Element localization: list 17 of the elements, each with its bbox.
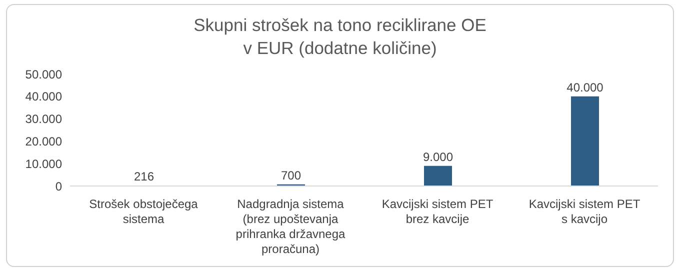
y-tick-label: 0 — [55, 179, 62, 194]
x-tick-label: Kavcijski sistem PET brez kavcije — [382, 197, 494, 226]
y-tick-label: 40.000 — [25, 90, 62, 104]
x-tick-label: Kavcijski sistem PET s kavcijo — [528, 197, 641, 226]
bar — [571, 96, 599, 186]
data-label: 40.000 — [566, 80, 604, 94]
bar — [424, 166, 452, 186]
data-label: 216 — [134, 170, 154, 184]
x-tick-label: Nadgradnja sistema (brez upoštevanja prihranka državnega proračuna) — [236, 197, 346, 256]
y-tick-label: 20.000 — [25, 134, 62, 148]
x-tick-label: Strošek obstoječega sistema — [89, 197, 198, 226]
y-tick-label: 30.000 — [25, 112, 62, 126]
y-tick-label: 50.000 — [25, 67, 62, 82]
data-label: 700 — [280, 168, 302, 182]
chart-title: Skupni strošek na tono reciklirane OE v EUR (dodatne količine) — [192, 14, 488, 60]
data-label: 9.000 — [422, 150, 454, 164]
y-tick-label: 10.000 — [25, 156, 62, 171]
